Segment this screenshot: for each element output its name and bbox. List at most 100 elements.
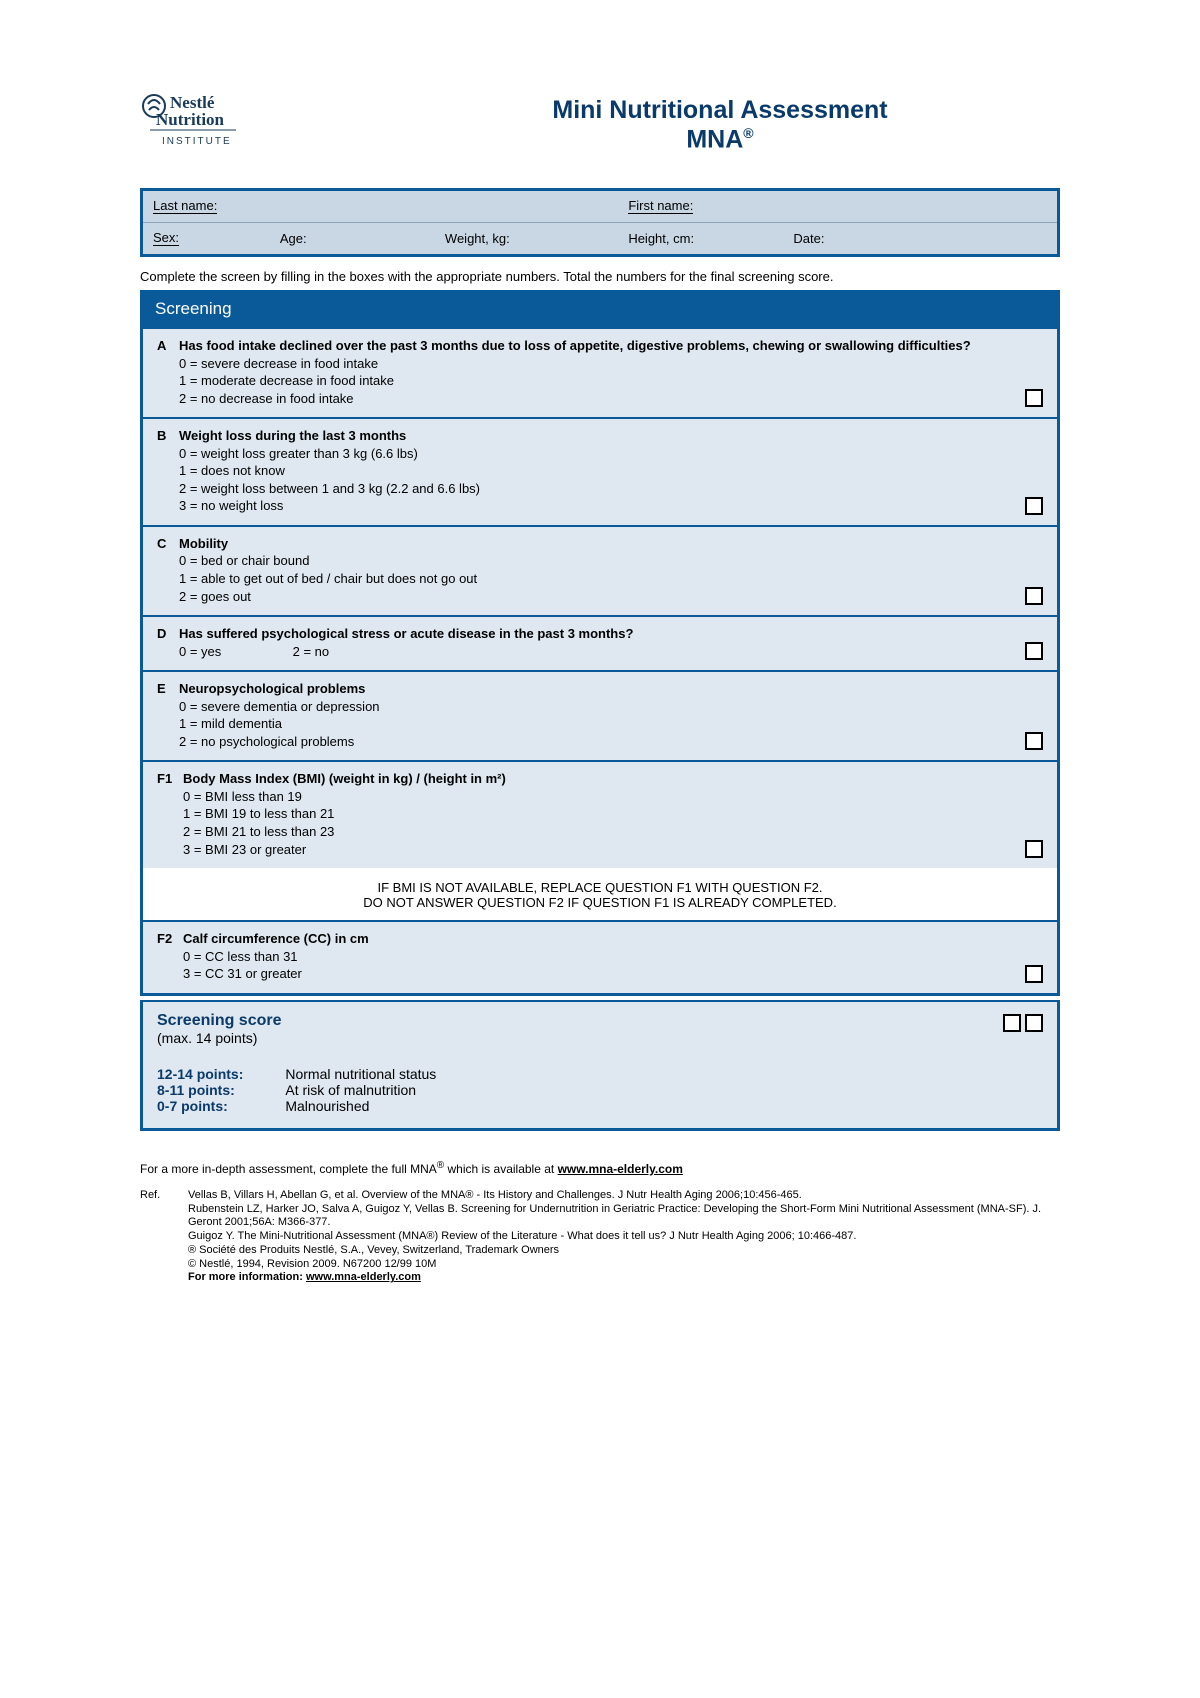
question-option: 0 = severe dementia or depression [179, 698, 1003, 716]
question-letter: C [157, 535, 179, 605]
question-letter: F1 [157, 770, 183, 858]
ref-label: Ref. [140, 1189, 188, 1285]
answer-box[interactable] [1025, 642, 1043, 660]
score-box[interactable] [1025, 1014, 1043, 1032]
svg-text:INSTITUTE: INSTITUTE [162, 136, 232, 147]
section-bar-screening: Screening [140, 290, 1060, 329]
question-e: E Neuropsychological problems 0 = severe… [140, 672, 1060, 762]
question-option: 1 = BMI 19 to less than 21 [183, 805, 1003, 823]
question-b: B Weight loss during the last 3 months 0… [140, 419, 1060, 527]
question-c: C Mobility 0 = bed or chair bound 1 = ab… [140, 527, 1060, 617]
more-info-label: For more information: [188, 1271, 306, 1283]
question-f2: F2 Calf circumference (CC) in cm 0 = CC … [140, 920, 1060, 996]
score-title: Screening score [157, 1012, 1043, 1030]
question-title: Calf circumference (CC) in cm [183, 931, 369, 946]
question-title: Has food intake declined over the past 3… [179, 338, 971, 353]
question-option: 1 = does not know [179, 462, 1003, 480]
question-option: 3 = CC 31 or greater [183, 965, 1003, 983]
patient-info-table: Last name: First name: Sex: Age: Weight,… [140, 188, 1060, 257]
nestle-logo: Nestlé Nutrition INSTITUTE [140, 90, 240, 160]
ref-more-info: For more information: www.mna-elderly.co… [188, 1271, 1060, 1285]
question-option: 2 = no psychological problems [179, 733, 1003, 751]
question-option: 1 = mild dementia [179, 715, 1003, 733]
question-option: 2 = goes out [179, 588, 1003, 606]
question-option: 2 = no [293, 644, 330, 659]
answer-box[interactable] [1025, 965, 1043, 983]
question-option: 3 = no weight loss [179, 497, 1003, 515]
last-name-label: Last name: [153, 198, 217, 214]
age-label: Age: [280, 231, 307, 246]
more-suffix: which is available at [444, 1162, 557, 1176]
question-option: 3 = BMI 23 or greater [183, 841, 1003, 859]
ref-line: Rubenstein LZ, Harker JO, Salva A, Guigo… [188, 1203, 1060, 1231]
score-range: 0-7 points: [157, 1098, 285, 1114]
question-a: A Has food intake declined over the past… [140, 329, 1060, 419]
footer: For a more in-depth assessment, complete… [140, 1159, 1060, 1285]
question-letter: B [157, 427, 179, 515]
ref-line: Vellas B, Villars H, Abellan G, et al. O… [188, 1189, 1060, 1203]
midnote-line: DO NOT ANSWER QUESTION F2 IF QUESTION F1… [363, 895, 836, 910]
question-option: 0 = yes [179, 643, 289, 661]
title-block: Mini Nutritional Assessment MNA® [380, 90, 1060, 154]
ref-line: Guigoz Y. The Mini-Nutritional Assessmen… [188, 1230, 1060, 1244]
weight-label: Weight, kg: [445, 231, 510, 246]
question-title: Mobility [179, 536, 228, 551]
question-option: 2 = BMI 21 to less than 23 [183, 823, 1003, 841]
score-interpretation: 12-14 points: Normal nutritional status … [157, 1066, 436, 1114]
question-title: Body Mass Index (BMI) (weight in kg) / (… [183, 771, 506, 786]
question-option: 0 = CC less than 31 [183, 948, 1003, 966]
sex-label: Sex: [153, 230, 179, 246]
question-letter: E [157, 680, 179, 750]
question-title: Has suffered psychological stress or acu… [179, 626, 633, 641]
question-option: 2 = weight loss between 1 and 3 kg (2.2 … [179, 480, 1003, 498]
score-range: 12-14 points: [157, 1066, 285, 1082]
website-link[interactable]: www.mna-elderly.com [306, 1271, 421, 1283]
question-letter: F2 [157, 930, 183, 983]
ref-line: ® Société des Produits Nestlé, S.A., Vev… [188, 1244, 1060, 1258]
score-box[interactable] [1003, 1014, 1021, 1032]
first-name-label: First name: [628, 198, 693, 214]
screening-score-block: Screening score (max. 14 points) 12-14 p… [140, 1000, 1060, 1131]
question-option: 0 = BMI less than 19 [183, 788, 1003, 806]
score-label: At risk of malnutrition [285, 1082, 436, 1098]
score-label: Malnourished [285, 1098, 436, 1114]
question-option: 0 = severe decrease in food intake [179, 355, 1003, 373]
score-range: 8-11 points: [157, 1082, 285, 1098]
score-label: Normal nutritional status [285, 1066, 436, 1082]
registered-mark: ® [743, 125, 753, 141]
more-prefix: For a more in-depth assessment, complete… [140, 1162, 437, 1176]
question-letter: A [157, 337, 179, 407]
question-option: 2 = no decrease in food intake [179, 390, 1003, 408]
question-option: 1 = able to get out of bed / chair but d… [179, 570, 1003, 588]
header: Nestlé Nutrition INSTITUTE Mini Nutritio… [140, 90, 1060, 160]
score-sub: (max. 14 points) [157, 1030, 1043, 1046]
answer-box[interactable] [1025, 587, 1043, 605]
ref-body: Vellas B, Villars H, Abellan G, et al. O… [188, 1189, 1060, 1285]
date-label: Date: [793, 231, 824, 246]
bmi-replacement-note: IF BMI IS NOT AVAILABLE, REPLACE QUESTIO… [140, 868, 1060, 920]
title-sub-text: MNA [686, 125, 743, 153]
page: Nestlé Nutrition INSTITUTE Mini Nutritio… [0, 0, 1200, 1698]
question-d: D Has suffered psychological stress or a… [140, 617, 1060, 672]
question-title: Weight loss during the last 3 months [179, 428, 406, 443]
instructions: Complete the screen by filling in the bo… [140, 269, 1060, 284]
answer-box[interactable] [1025, 840, 1043, 858]
question-title: Neuropsychological problems [179, 681, 365, 696]
score-boxes [1003, 1014, 1043, 1032]
midnote-line: IF BMI IS NOT AVAILABLE, REPLACE QUESTIO… [378, 880, 823, 895]
question-option: 1 = moderate decrease in food intake [179, 372, 1003, 390]
question-option: 0 = bed or chair bound [179, 552, 1003, 570]
title-main: Mini Nutritional Assessment [380, 96, 1060, 125]
svg-text:Nutrition: Nutrition [156, 110, 225, 129]
more-info-text: For a more in-depth assessment, complete… [140, 1159, 1060, 1177]
answer-box[interactable] [1025, 732, 1043, 750]
website-link[interactable]: www.mna-elderly.com [558, 1162, 683, 1176]
question-option: 0 = weight loss greater than 3 kg (6.6 l… [179, 445, 1003, 463]
references: Ref. Vellas B, Villars H, Abellan G, et … [140, 1189, 1060, 1285]
question-letter: D [157, 625, 179, 660]
answer-box[interactable] [1025, 389, 1043, 407]
ref-line: © Nestlé, 1994, Revision 2009. N67200 12… [188, 1258, 1060, 1272]
answer-box[interactable] [1025, 497, 1043, 515]
height-label: Height, cm: [628, 231, 694, 246]
question-f1: F1 Body Mass Index (BMI) (weight in kg) … [140, 762, 1060, 868]
